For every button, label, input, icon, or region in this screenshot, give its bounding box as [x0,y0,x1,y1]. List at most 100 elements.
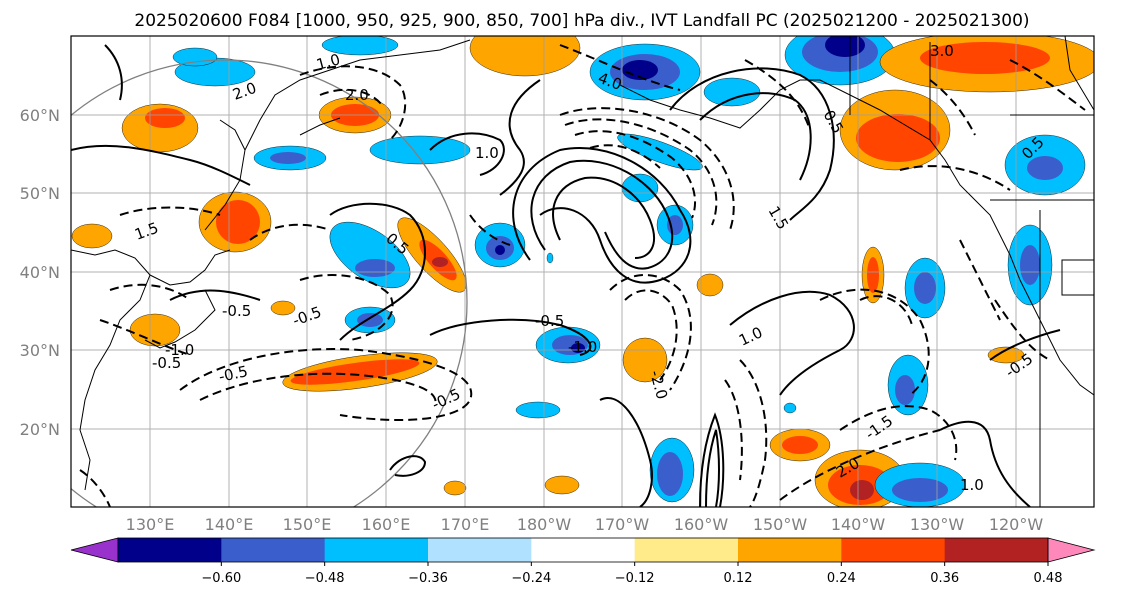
contour-label: 1.0 [475,144,499,162]
pos-patch [270,300,296,316]
map-panel: -0.5 -0.5 -0.5 -0.5 -0.5 -0.5 -0.5 0.5 1… [70,35,1095,508]
longitude-labels: 130°E 140°E 150°E 160°E 170°E 180°W 170°… [126,515,1044,534]
graticule [71,36,1094,507]
contour-label: -1.0 [165,341,194,359]
colorbar-tick-label: 0.24 [827,571,856,586]
contour-label: 3.0 [930,42,954,60]
colorbar-tick-label: −0.48 [305,571,345,586]
pos-patch [71,223,113,249]
lon-label: 130°W [910,515,965,534]
pos-patch [544,475,580,495]
neg-patch [914,272,936,304]
contour-label: 1.0 [960,476,984,494]
negative-contours [79,44,1086,507]
colorbar-tick-label: 0.12 [724,571,753,586]
neg-patch [355,259,395,277]
contour-label: -0.5 [535,312,564,330]
neg-patch [622,60,658,80]
colorbar-segment [324,538,429,562]
colorbar-segment [944,538,1049,562]
colorbar-tick-label: 0.36 [930,571,959,586]
colorbar-extend-low [70,537,119,563]
neg-patch [895,375,915,405]
contour-label: -1.0 [568,338,597,356]
figure-title: 2025020600 F084 [1000, 950, 925, 900, 85… [134,11,1029,31]
pos-patch [432,257,448,267]
neg-patch [621,173,659,203]
lat-label: 50°N [20,184,60,203]
neg-patch [617,133,703,171]
lon-label: 170°W [595,515,650,534]
lon-label: 120°W [989,515,1044,534]
colorbar-segment [428,538,532,562]
map-border [70,35,1095,508]
colorbar-segment [118,538,222,562]
neg-patch [703,77,761,107]
lon-label: 140°E [205,515,254,534]
colorbar-segment [738,538,842,562]
colorbar-segment [221,538,326,562]
colorbar-segment [841,538,946,562]
contour-label: -0.5 [222,302,251,320]
pos-patch [987,346,1025,364]
colorbar: −0.60 −0.48 −0.36 −0.24 −0.12 0.12 0.24 0.36 0.4… [70,537,1096,586]
pos-patch [696,273,724,297]
lon-label: 160°W [674,515,729,534]
colorbar-tick-label: −0.12 [615,571,655,586]
lon-label: 130°E [126,515,175,534]
lat-label: 40°N [20,263,60,282]
neg-patch [321,36,399,56]
lat-label: 60°N [20,106,60,125]
pos-patch [129,313,181,347]
coastlines [71,36,1094,507]
pos-patch [443,480,467,496]
neg-patch [1020,245,1040,285]
neg-patch [270,152,306,164]
colorbar-extend-high [1047,537,1096,563]
lon-label: 140°W [831,515,886,534]
contour-label: 2.0 [345,86,369,104]
pos-patch [290,359,420,385]
neg-patch [546,252,554,264]
pos-patch [920,42,1050,74]
neg-patch [783,402,797,414]
pos-patch [145,108,185,128]
lon-label: 170°E [441,515,490,534]
colorbar-segment [531,538,636,562]
pos-patch [469,36,581,77]
pos-patch [856,114,940,162]
colorbar-tick-label: −0.60 [201,571,241,586]
lat-label: 30°N [20,341,60,360]
colorbar-frame [117,537,1049,563]
lon-label: 150°W [753,515,808,534]
lon-label: 150°E [283,515,332,534]
range-circle [71,59,468,507]
pos-patch [850,480,874,500]
contour-label: -0.5 [217,362,249,386]
pos-patch [216,200,260,244]
neg-patch [495,245,505,255]
lon-label: 160°E [362,515,411,534]
colorbar-tick-label: −0.36 [408,571,448,586]
colorbar-tick-label: 0.48 [1034,571,1063,586]
ivt-shading [71,36,1094,507]
neg-patch [357,313,383,327]
neg-patch [369,135,471,165]
latitude-labels: 20°N 30°N 40°N 50°N 60°N [20,106,60,439]
neg-patch [515,401,561,419]
pos-patch [622,337,668,383]
positive-contours [71,44,1061,507]
pos-patch [782,436,818,454]
neg-patch [657,452,683,496]
pos-patch [867,257,879,293]
neg-patch [892,478,948,502]
contour-label: -0.5 [152,354,181,372]
colorbar-segment [634,538,739,562]
neg-patch [172,47,218,67]
lat-label: 20°N [20,420,60,439]
neg-patch [825,36,865,57]
contour-label: 1.0 [314,50,342,74]
colorbar-tick-label: −0.24 [511,571,551,586]
neg-patch [1027,156,1063,180]
